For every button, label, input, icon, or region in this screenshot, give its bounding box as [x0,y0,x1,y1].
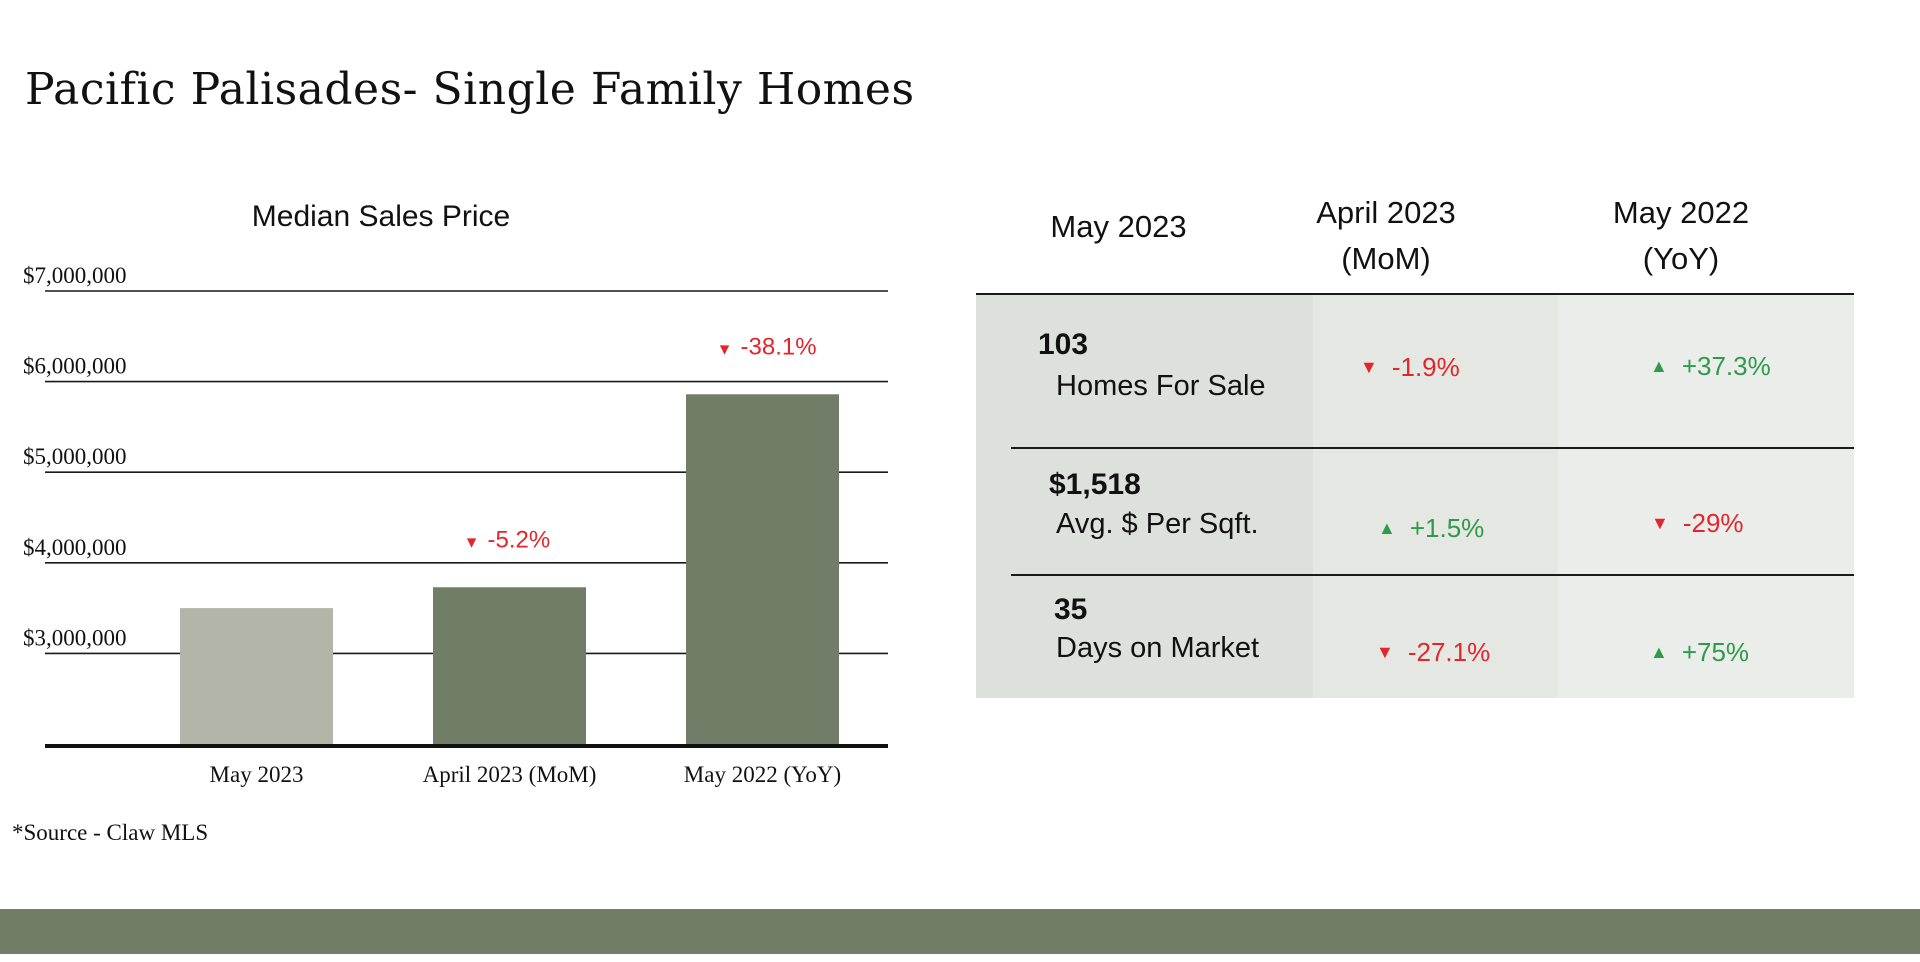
change-value: -27.1% [1407,637,1491,667]
down-arrow-icon: ▼ [1360,357,1378,377]
header-line: May 2022 [1612,195,1750,230]
avg-price-per-sqft-label: Avg. $ Per Sqft. [1056,508,1259,540]
page-title: Pacific Palisades- Single Family Homes [25,64,915,115]
header-april-2023-mom: April 2023 (MoM) [1266,190,1506,282]
header-line: (MoM) [1341,241,1431,276]
change-value: -29% [1682,508,1744,538]
header-may-2023: May 2023 [976,204,1261,250]
change-label: -38.1% [741,333,817,360]
chart-annotations: ▼ -5.2% ▼ -38.1% [464,333,817,553]
bar [433,587,586,744]
down-arrow-icon: ▼ [1651,513,1669,533]
column-background [1313,295,1558,698]
median-sales-price-chart: Median Sales Price $3,000,000$4,000,000$… [23,200,888,787]
up-arrow-icon: ▲ [1650,356,1668,376]
y-tick-label: $6,000,000 [23,354,127,379]
change-value: -1.9% [1391,352,1460,382]
change-label: -5.2% [488,526,551,553]
row-divider [1011,447,1854,449]
y-tick-label: $4,000,000 [23,535,127,560]
chart-title: Median Sales Price [252,200,510,233]
avg-price-per-sqft-mom: ▲ +1.5% [1378,513,1484,544]
homes-for-sale-value: 103 [1038,328,1089,361]
down-arrow-icon: ▼ [717,341,733,358]
row-divider [1011,574,1854,576]
days-on-market-yoy: ▲ +75% [1650,637,1749,668]
table-header: May 2023 April 2023 (MoM) May 2022 (YoY) [976,180,1854,295]
homes-for-sale-label: Homes For Sale [1056,370,1266,402]
down-arrow-icon: ▼ [464,534,480,551]
change-value: +75% [1681,637,1750,667]
x-tick-label: April 2023 (MoM) [423,762,597,787]
header-line: (YoY) [1642,241,1720,276]
column-background [1558,295,1854,698]
up-arrow-icon: ▲ [1378,518,1396,538]
change-annotation: ▼ -38.1% [717,333,817,360]
homes-for-sale-mom: ▼ -1.9% [1360,352,1460,383]
y-tick-label: $5,000,000 [23,444,127,469]
y-tick-label: $7,000,000 [23,263,127,288]
change-value: +37.3% [1681,351,1771,381]
y-tick-label: $3,000,000 [23,625,127,650]
chart-bars [180,394,839,744]
bar [686,394,839,744]
table-body: 103 Homes For Sale ▼ -1.9% ▲ +37.3% $1,5… [976,295,1854,698]
x-tick-label: May 2023 [210,762,304,787]
avg-price-per-sqft-value: $1,518 [1049,468,1141,501]
bar [180,608,333,744]
down-arrow-icon: ▼ [1376,642,1394,662]
days-on-market-value: 35 [1054,593,1088,626]
change-annotation: ▼ -5.2% [464,526,551,553]
source-note: *Source - Claw MLS [12,820,209,845]
change-value: +1.5% [1409,513,1485,543]
header-may-2022-yoy: May 2022 (YoY) [1561,190,1801,282]
y-axis-tick-labels: $3,000,000 $4,000,000 $5,000,000 $6,000,000… [23,263,127,650]
footer-band [0,909,1920,954]
header-line: May 2023 [1050,209,1187,244]
header-line: April 2023 [1316,195,1456,230]
up-arrow-icon: ▲ [1650,642,1668,662]
x-axis-tick-labels: May 2023 April 2023 (MoM) May 2022 (YoY) [210,762,842,787]
column-background [976,295,1313,698]
homes-for-sale-yoy: ▲ +37.3% [1650,351,1771,382]
days-on-market-label: Days on Market [1056,632,1260,664]
x-tick-label: May 2022 (YoY) [684,762,841,787]
stats-table: May 2023 April 2023 (MoM) May 2022 (YoY)… [976,180,1854,698]
header-divider [976,293,1854,295]
avg-price-per-sqft-yoy: ▼ -29% [1651,508,1744,539]
days-on-market-mom: ▼ -27.1% [1376,637,1490,668]
